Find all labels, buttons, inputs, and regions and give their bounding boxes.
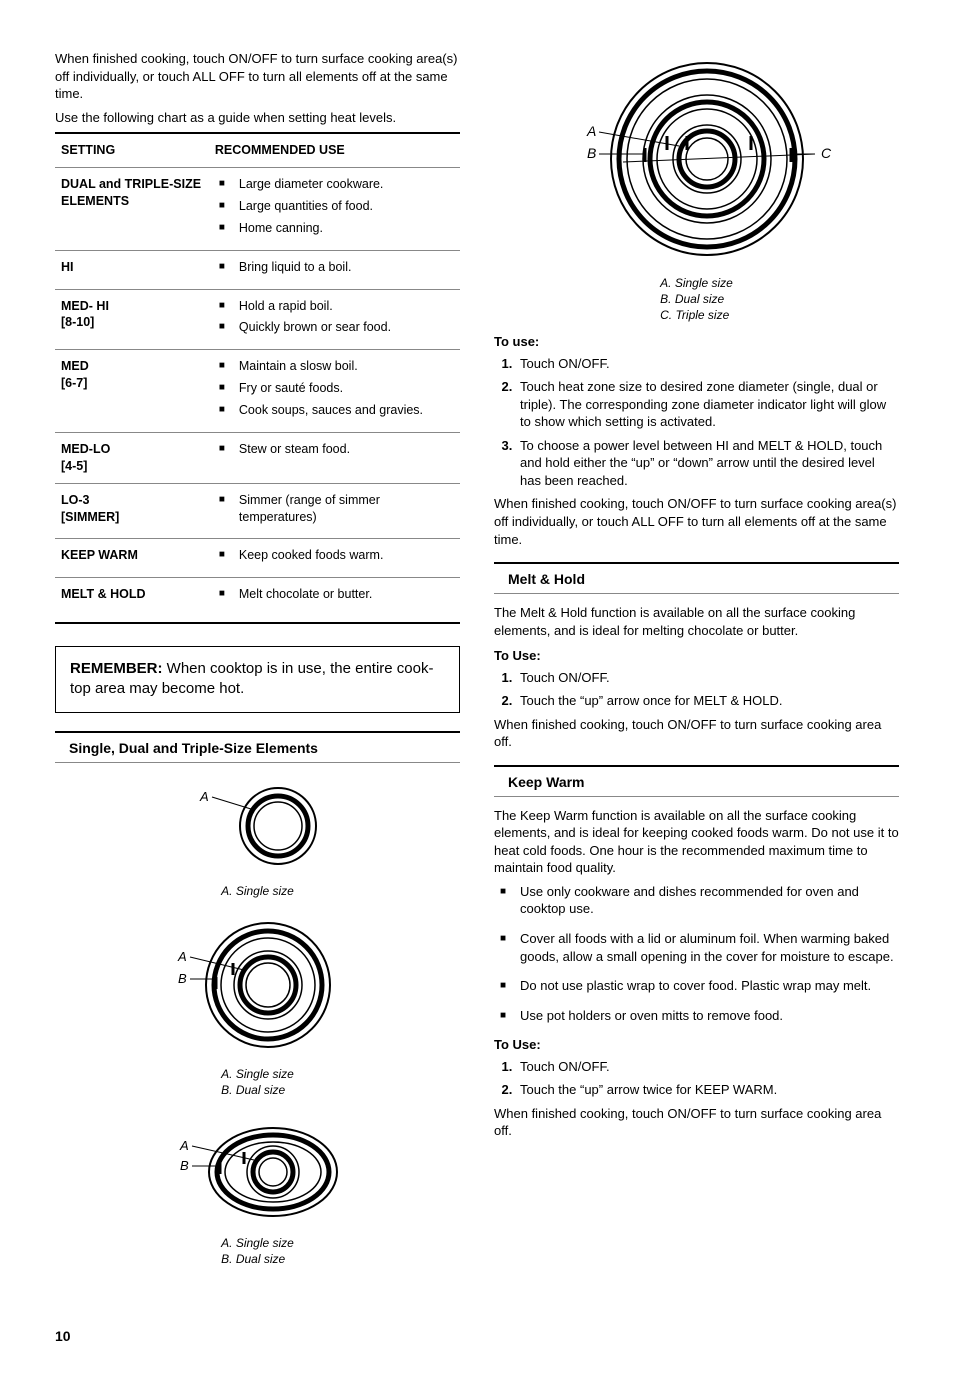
- list-item: Touch ON/OFF.: [516, 1058, 899, 1076]
- table-row: LO-3[SIMMER]Simmer (range of simmer temp…: [55, 483, 460, 539]
- svg-text:B: B: [587, 145, 596, 161]
- to-use-heading-1: To use:: [494, 333, 899, 351]
- triple-caption-b: B. Dual size: [660, 292, 724, 306]
- recommended-use: Stew or steam food.: [209, 432, 460, 483]
- melt-after: When finished cooking, touch ON/OFF to t…: [494, 716, 899, 751]
- remember-label: REMEMBER:: [70, 660, 163, 677]
- table-row: KEEP WARM Keep cooked foods warm.: [55, 539, 460, 578]
- svg-text:A: A: [179, 1138, 189, 1153]
- table-header-setting: SETTING: [55, 134, 209, 167]
- list-item: Touch ON/OFF.: [516, 669, 899, 687]
- page-number: 10: [55, 1327, 899, 1346]
- setting-label: MED-LO[4-5]: [55, 432, 209, 483]
- svg-text:C: C: [821, 145, 832, 161]
- list-item: Do not use plastic wrap to cover food. P…: [494, 977, 899, 995]
- setting-label: MED[6-7]: [55, 350, 209, 433]
- table-row: MED-LO[4-5] Stew or steam food.: [55, 432, 460, 483]
- use-item: Cook soups, sauces and gravies.: [215, 402, 454, 419]
- setting-label: MED- HI[8-10]: [55, 289, 209, 350]
- melt-steps: Touch ON/OFF. Touch the “up” arrow once f…: [494, 669, 899, 710]
- list-item: Touch the “up” arrow once for MELT & HOL…: [516, 692, 899, 710]
- triple-caption-a: A. Single size: [660, 276, 733, 290]
- recommended-use: Bring liquid to a boil.: [209, 250, 460, 289]
- use-item: Large quantities of food.: [215, 198, 454, 215]
- setting-label: MELT & HOLD: [55, 578, 209, 616]
- use-item: Quickly brown or sear food.: [215, 319, 454, 336]
- single-size-diagram: A A. Single size: [55, 779, 460, 900]
- svg-text:B: B: [180, 1158, 189, 1173]
- left-column: When finished cooking, touch ON/OFF to t…: [55, 50, 460, 1277]
- list-item: Cover all foods with a lid or aluminum f…: [494, 930, 899, 965]
- list-item: Touch the “up” arrow twice for KEEP WARM…: [516, 1081, 899, 1099]
- melt-hold-text: The Melt & Hold function is available on…: [494, 604, 899, 639]
- intro-paragraph-1: When finished cooking, touch ON/OFF to t…: [55, 50, 460, 103]
- intro-paragraph-2: Use the following chart as a guide when …: [55, 109, 460, 127]
- remember-box: REMEMBER: When cooktop is in use, the en…: [55, 646, 460, 713]
- list-item: Use pot holders or oven mitts to remove …: [494, 1007, 899, 1025]
- keep-warm-text: The Keep Warm function is available on a…: [494, 807, 899, 877]
- right-column: A B C A. Single size B. Dual size C. Tri…: [494, 50, 899, 1277]
- keep-after: When finished cooking, touch ON/OFF to t…: [494, 1105, 899, 1140]
- table-header-use: RECOMMENDED USE: [209, 134, 460, 167]
- list-item: Use only cookware and dishes recommended…: [494, 883, 899, 918]
- setting-label: DUAL and TRIPLE-SIZE ELEMENTS: [55, 168, 209, 251]
- recommended-use: Keep cooked foods warm.: [209, 539, 460, 578]
- melt-to-use-heading: To Use:: [494, 647, 899, 665]
- use-item: Home canning.: [215, 220, 454, 237]
- use-item: Maintain a slosw boil.: [215, 358, 454, 375]
- use-item: Simmer (range of simmer temperatures): [215, 492, 454, 526]
- recommended-use: Hold a rapid boil. Quickly brown or sear …: [209, 289, 460, 350]
- setting-label: KEEP WARM: [55, 539, 209, 578]
- use-item: Large diameter cookware.: [215, 176, 454, 193]
- dual-size-diagram-2: A B A. Single size B. Dual size: [55, 1114, 460, 1267]
- table-row: HI Bring liquid to a boil.: [55, 250, 460, 289]
- diagram-label-a: A: [199, 789, 209, 804]
- use-item: Hold a rapid boil.: [215, 298, 454, 315]
- svg-text:A: A: [586, 123, 596, 139]
- recommended-use: Simmer (range of simmer temperatures): [209, 483, 460, 539]
- dual2-caption-a: A. Single size: [221, 1236, 294, 1250]
- keep-warm-bullets: Use only cookware and dishes recommended…: [494, 883, 899, 1024]
- list-item: Touch heat zone size to desired zone dia…: [516, 378, 899, 431]
- table-row: MED[6-7] Maintain a slosw boil. Fry or sau…: [55, 350, 460, 433]
- dual1-caption-a: A. Single size: [221, 1067, 294, 1081]
- to-use-after-1: When finished cooking, touch ON/OFF to t…: [494, 495, 899, 548]
- keep-to-use-heading: To Use:: [494, 1036, 899, 1054]
- single-caption: A. Single size: [55, 883, 460, 899]
- settings-table: SETTING RECOMMENDED USE DUAL and TRIPLE-…: [55, 134, 460, 616]
- dual-size-diagram-1: A B A. Single size B. Dual size: [55, 915, 460, 1098]
- keep-warm-heading: Keep Warm: [494, 765, 899, 797]
- keep-steps: Touch ON/OFF. Touch the “up” arrow twice …: [494, 1058, 899, 1099]
- to-use-steps-1: Touch ON/OFF. Touch heat zone size to des…: [494, 355, 899, 490]
- dual1-caption-b: B. Dual size: [221, 1083, 285, 1097]
- use-item: Fry or sauté foods.: [215, 380, 454, 397]
- use-item: Keep cooked foods warm.: [215, 547, 454, 564]
- table-row: DUAL and TRIPLE-SIZE ELEMENTSLarge diame…: [55, 168, 460, 251]
- setting-label: LO-3[SIMMER]: [55, 483, 209, 539]
- svg-text:A: A: [177, 949, 187, 964]
- setting-label: HI: [55, 250, 209, 289]
- recommended-use: Maintain a slosw boil. Fry or sauté foods…: [209, 350, 460, 433]
- recommended-use: Melt chocolate or butter.: [209, 578, 460, 616]
- recommended-use: Large diameter cookware. Large quantities…: [209, 168, 460, 251]
- list-item: To choose a power level between HI and M…: [516, 437, 899, 490]
- table-row: MED- HI[8-10] Hold a rapid boil. Quickly b…: [55, 289, 460, 350]
- table-bottom-rule: [55, 622, 460, 624]
- dual2-caption-b: B. Dual size: [221, 1252, 285, 1266]
- use-item: Bring liquid to a boil.: [215, 259, 454, 276]
- svg-text:B: B: [178, 971, 187, 986]
- elements-section-heading: Single, Dual and Triple-Size Elements: [55, 731, 460, 763]
- triple-caption-c: C. Triple size: [660, 308, 729, 322]
- list-item: Touch ON/OFF.: [516, 355, 899, 373]
- triple-size-diagram: A B C A. Single size B. Dual size C. Tri…: [494, 54, 899, 323]
- melt-hold-heading: Melt & Hold: [494, 562, 899, 594]
- table-row: MELT & HOLD Melt chocolate or butter.: [55, 578, 460, 616]
- use-item: Stew or steam food.: [215, 441, 454, 458]
- use-item: Melt chocolate or butter.: [215, 586, 454, 603]
